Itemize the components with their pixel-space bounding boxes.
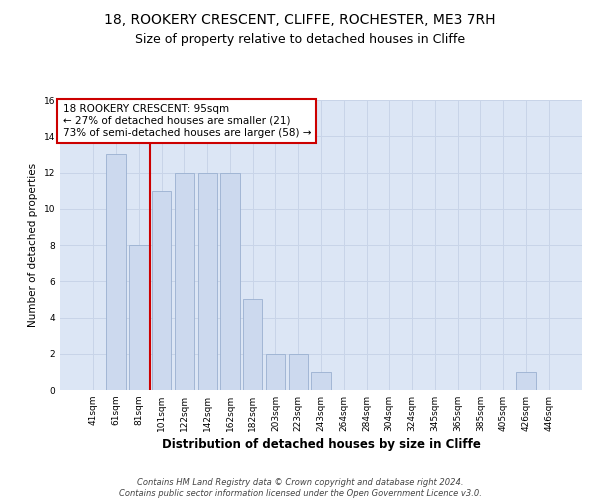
Y-axis label: Number of detached properties: Number of detached properties	[28, 163, 38, 327]
Bar	[289, 354, 308, 390]
Bar	[311, 372, 331, 390]
Text: 18 ROOKERY CRESCENT: 95sqm
← 27% of detached houses are smaller (21)
73% of semi: 18 ROOKERY CRESCENT: 95sqm ← 27% of deta…	[62, 104, 311, 138]
Text: Size of property relative to detached houses in Cliffe: Size of property relative to detached ho…	[135, 32, 465, 46]
Bar	[152, 190, 172, 390]
Bar	[175, 172, 194, 390]
Text: Contains HM Land Registry data © Crown copyright and database right 2024.
Contai: Contains HM Land Registry data © Crown c…	[119, 478, 481, 498]
Bar	[106, 154, 126, 390]
Bar	[243, 300, 262, 390]
Bar	[266, 354, 285, 390]
Bar	[197, 172, 217, 390]
Bar	[516, 372, 536, 390]
Bar	[220, 172, 239, 390]
Text: 18, ROOKERY CRESCENT, CLIFFE, ROCHESTER, ME3 7RH: 18, ROOKERY CRESCENT, CLIFFE, ROCHESTER,…	[104, 12, 496, 26]
Bar	[129, 245, 149, 390]
X-axis label: Distribution of detached houses by size in Cliffe: Distribution of detached houses by size …	[161, 438, 481, 451]
